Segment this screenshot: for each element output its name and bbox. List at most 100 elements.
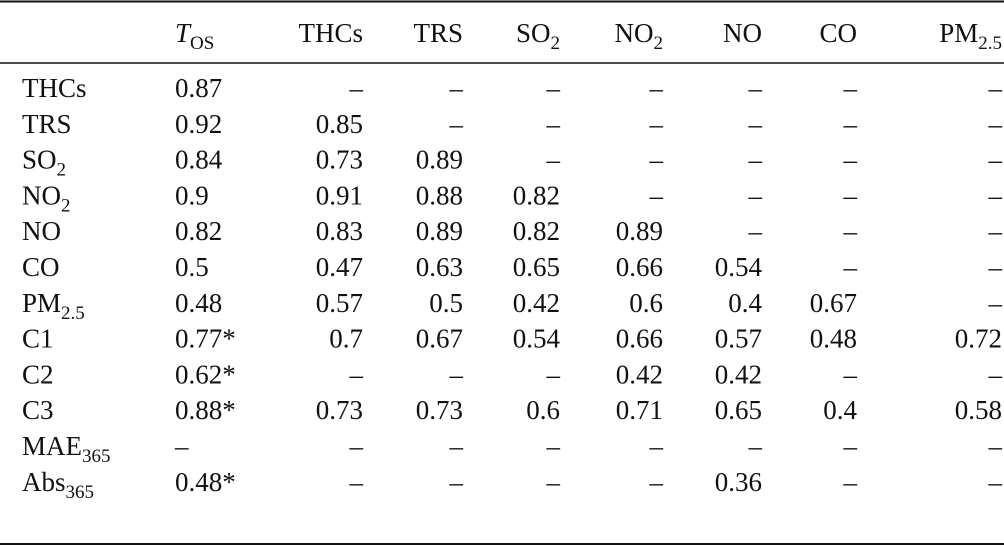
column-header: TOS (175, 18, 214, 54)
cell: – (546, 431, 561, 461)
cell: 0.54 (513, 324, 561, 354)
row-label-base: SO (22, 145, 57, 175)
row-label: NO2 (22, 180, 71, 216)
cell: – (546, 73, 561, 103)
cell: 0.66 (616, 252, 663, 282)
cell: 0.66 (616, 324, 663, 354)
cell: 0.89 (616, 216, 663, 246)
row-label-base: NO (22, 180, 61, 210)
column-header-base: TRS (413, 18, 463, 48)
cell: 0.84 (175, 145, 223, 175)
column-header-sub: 2 (551, 33, 561, 54)
cell: 0.5 (429, 288, 463, 318)
cell: 0.9 (175, 180, 209, 210)
cell: 0.6 (629, 288, 663, 318)
cell: – (748, 180, 763, 210)
row-label-sub: 2 (57, 160, 67, 181)
cell: – (843, 145, 858, 175)
cell: 0.65 (715, 395, 762, 425)
cell: 0.65 (513, 252, 560, 282)
cell: – (349, 73, 364, 103)
cell: 0.91 (316, 180, 363, 210)
row-label-base: NO (22, 216, 61, 246)
cell: – (349, 359, 364, 389)
cell: – (349, 431, 364, 461)
cell: 0.73 (316, 395, 363, 425)
row-label-base: C2 (22, 359, 54, 389)
cell: – (988, 216, 1003, 246)
cell: 0.4 (823, 395, 857, 425)
row-label-sub: 365 (66, 482, 95, 503)
cell: 0.89 (416, 216, 463, 246)
cell: – (843, 252, 858, 282)
row-label-sub: 2.5 (61, 303, 85, 324)
cell: 0.77* (175, 324, 236, 354)
cell: 0.82 (513, 216, 560, 246)
cell: 0.71 (616, 395, 663, 425)
column-header-base: NO (723, 18, 762, 48)
cell: 0.67 (810, 288, 857, 318)
row-label-base: THCs (22, 73, 87, 103)
cell: – (988, 109, 1003, 139)
cell: – (843, 216, 858, 246)
cell: 0.48 (175, 288, 222, 318)
cell: – (843, 467, 858, 497)
column-header: PM2.5 (939, 18, 1002, 54)
cell: – (449, 467, 464, 497)
cell: – (988, 431, 1003, 461)
cell: – (649, 73, 664, 103)
cell: 0.67 (416, 324, 463, 354)
cell: 0.73 (416, 395, 463, 425)
cell: – (843, 180, 858, 210)
column-header-base: NO (615, 18, 654, 48)
row-label-base: C3 (22, 395, 54, 425)
row-label-base: CO (22, 252, 60, 282)
row-label: CO (22, 252, 60, 282)
column-header: CO (819, 18, 857, 48)
row-label: C3 (22, 395, 54, 425)
cell: 0.48* (175, 467, 236, 497)
column-header-base: PM (939, 18, 978, 48)
cell: – (748, 73, 763, 103)
cell: – (449, 109, 464, 139)
cell: 0.4 (728, 288, 762, 318)
column-header-base: THCs (298, 18, 363, 48)
cell: – (546, 467, 561, 497)
cell: 0.7 (329, 324, 363, 354)
cell: – (174, 431, 189, 461)
column-header-sub: 2.5 (978, 33, 1002, 54)
cell: – (449, 431, 464, 461)
row-label: C1 (22, 324, 54, 354)
cell: 0.89 (416, 145, 463, 175)
row-label-sub: 2 (61, 195, 71, 216)
column-header: NO (723, 18, 762, 48)
cell: 0.42 (616, 359, 663, 389)
row-label: TRS (22, 109, 72, 139)
cell: 0.72 (955, 324, 1002, 354)
column-header: THCs (298, 18, 363, 48)
cell: – (748, 216, 763, 246)
row-label-base: TRS (22, 109, 72, 139)
row-label: THCs (22, 73, 87, 103)
cell: – (546, 109, 561, 139)
row-label: C2 (22, 359, 54, 389)
cell: 0.57 (715, 324, 762, 354)
column-header-sub: OS (190, 33, 214, 54)
cell: – (649, 109, 664, 139)
cell: – (748, 431, 763, 461)
row-label-base: Abs (22, 467, 66, 497)
cell: 0.42 (715, 359, 762, 389)
cell: 0.88 (416, 180, 463, 210)
cell: 0.82 (513, 180, 560, 210)
column-header-sub: 2 (654, 33, 664, 54)
column-header: SO2 (516, 18, 560, 54)
row-label-base: C1 (22, 324, 54, 354)
cell: 0.6 (526, 395, 560, 425)
cell: 0.85 (316, 109, 363, 139)
row-label: SO2 (22, 145, 66, 181)
cell: 0.73 (316, 145, 363, 175)
cell: – (843, 73, 858, 103)
cell: – (988, 145, 1003, 175)
cell: 0.87 (175, 73, 222, 103)
